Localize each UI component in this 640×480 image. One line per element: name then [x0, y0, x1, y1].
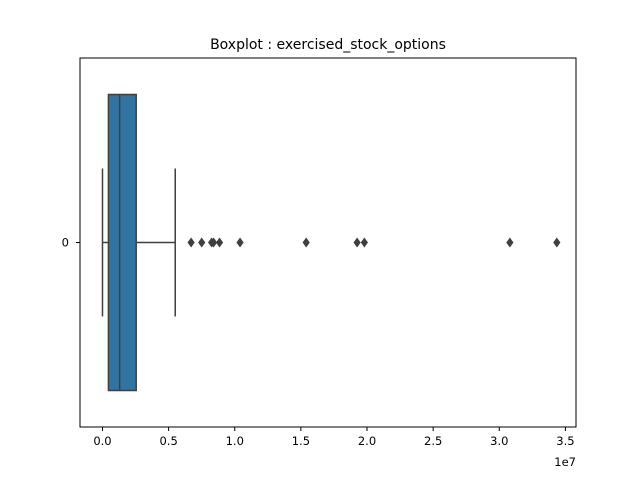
outlier-point-9 [506, 237, 514, 248]
x-tick-label-1: 0.5 [159, 434, 177, 448]
outlier-point-5 [236, 237, 244, 248]
x-tick-label-0: 0.0 [93, 434, 111, 448]
x-tick-label-5: 2.5 [424, 434, 442, 448]
outlier-point-10 [553, 237, 561, 248]
outlier-point-0 [187, 237, 195, 248]
iqr-box [107, 93, 137, 392]
plot-area: 0.0 0.5 1.0 1.5 2.0 2.5 3.0 3.5 0 [62, 57, 577, 448]
x-tick-label-2: 1.0 [226, 434, 244, 448]
x-tick-label-7: 3.5 [556, 434, 574, 448]
outlier-point-7 [353, 237, 361, 248]
outlier-point-3 [209, 237, 218, 248]
y-tick-label-0: 0 [62, 236, 69, 250]
chart-title: Boxplot : exercised_stock_options [210, 37, 446, 53]
outlier-point-4 [215, 237, 224, 248]
x-tick-label-6: 3.0 [490, 434, 508, 448]
x-tick-label-3: 1.5 [292, 434, 310, 448]
x-axis-offset-label: 1e7 [554, 455, 576, 469]
outlier-point-8 [360, 237, 368, 248]
x-tick-label-4: 2.0 [358, 434, 376, 448]
outlier-point-1 [198, 237, 206, 248]
outlier-point-6 [302, 237, 310, 248]
